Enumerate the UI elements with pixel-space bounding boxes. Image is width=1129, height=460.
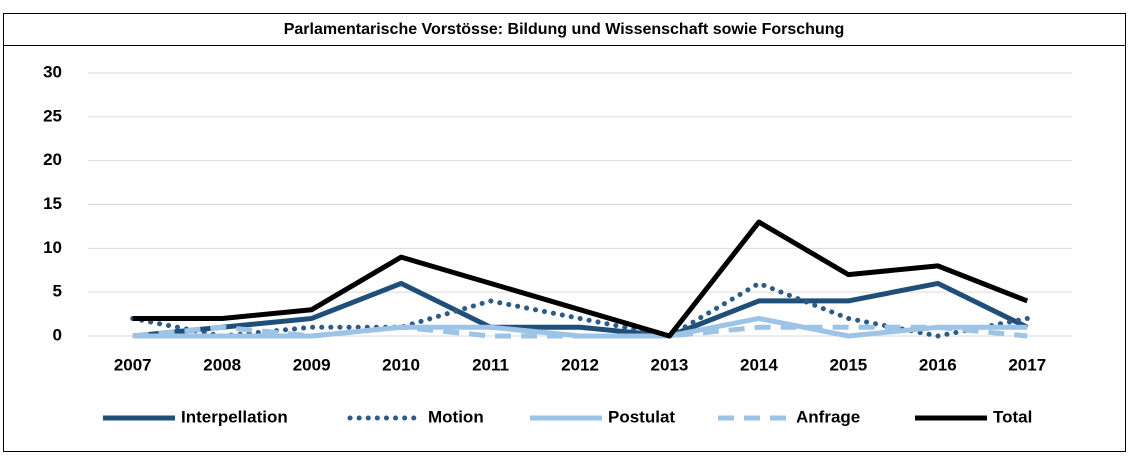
y-tick-label: 25 xyxy=(43,106,62,125)
series-line xyxy=(132,280,1029,339)
x-tick-label: 2009 xyxy=(293,355,331,374)
legend-label: Anfrage xyxy=(796,407,860,426)
title-box xyxy=(3,13,1126,46)
x-tick-label: 2007 xyxy=(114,355,152,374)
x-tick-label: 2016 xyxy=(919,355,957,374)
legend-label: Interpellation xyxy=(181,407,288,426)
x-tick-label: 2014 xyxy=(740,355,778,374)
series-line xyxy=(130,280,1030,339)
y-tick-label: 5 xyxy=(53,282,62,301)
x-tick-label: 2012 xyxy=(561,355,599,374)
x-tick-label: 2010 xyxy=(382,355,420,374)
series-line xyxy=(132,219,1029,339)
y-tick-label: 30 xyxy=(43,62,62,81)
y-tick-label: 10 xyxy=(43,238,62,257)
legend-label: Postulat xyxy=(608,407,675,426)
y-tick-label: 0 xyxy=(53,325,62,344)
x-tick-label: 2017 xyxy=(1008,355,1046,374)
x-tick-label: 2015 xyxy=(829,355,867,374)
x-tick-label: 2008 xyxy=(203,355,241,374)
y-tick-label: 20 xyxy=(43,150,62,169)
y-tick-label: 15 xyxy=(43,194,62,213)
series-line xyxy=(132,324,1028,339)
legend-label: Total xyxy=(993,407,1032,426)
chart-title: Parlamentarische Vorstösse: Bildung und … xyxy=(284,21,845,38)
x-tick-label: 2011 xyxy=(472,355,509,374)
chart-border xyxy=(3,13,1126,452)
legend-label: Motion xyxy=(428,407,484,426)
x-tick-label: 2013 xyxy=(651,355,689,374)
